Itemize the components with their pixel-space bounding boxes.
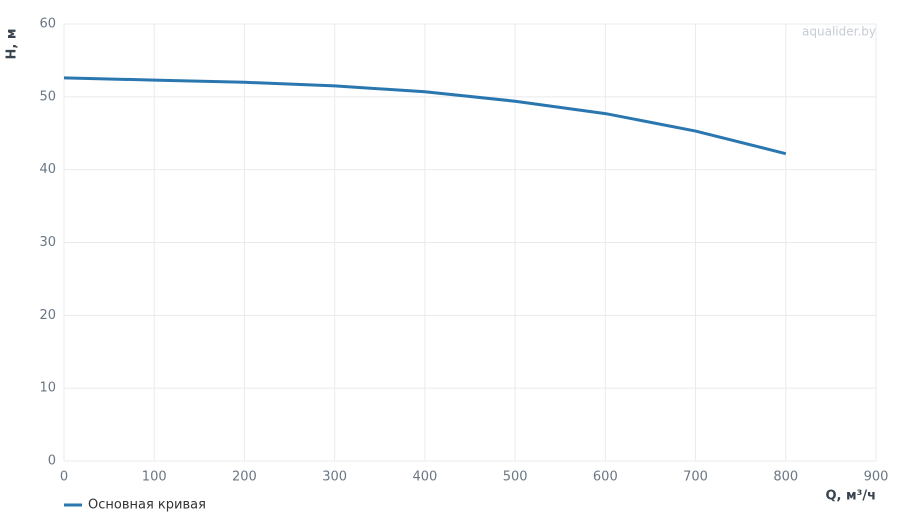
x-tick-label: 700 — [683, 470, 708, 485]
y-axis-title: H, м — [5, 29, 20, 60]
y-tick-label: 30 — [39, 235, 56, 250]
x-tick-label: 600 — [593, 470, 618, 485]
x-tick-label: 200 — [232, 470, 257, 485]
watermark: aqualider.by — [802, 25, 876, 39]
x-tick-label: 300 — [322, 470, 347, 485]
y-tick-label: 50 — [39, 89, 56, 104]
x-axis-title: Q, м³/ч — [825, 489, 876, 504]
y-tick-label: 40 — [39, 162, 56, 177]
x-tick-label: 100 — [142, 470, 167, 485]
data-line — [63, 76, 787, 156]
x-tick-label: 0 — [60, 470, 68, 485]
y-tick-label: 10 — [39, 381, 56, 396]
legend-label: Основная кривая — [88, 498, 206, 513]
x-tick-label: 800 — [773, 470, 798, 485]
y-tick-label: 60 — [39, 17, 56, 32]
x-tick-label: 900 — [864, 470, 889, 485]
y-tick-label: 20 — [39, 308, 56, 323]
y-tick-label: 0 — [48, 454, 56, 469]
x-tick-label: 500 — [503, 470, 528, 485]
x-tick-label: 400 — [412, 470, 437, 485]
